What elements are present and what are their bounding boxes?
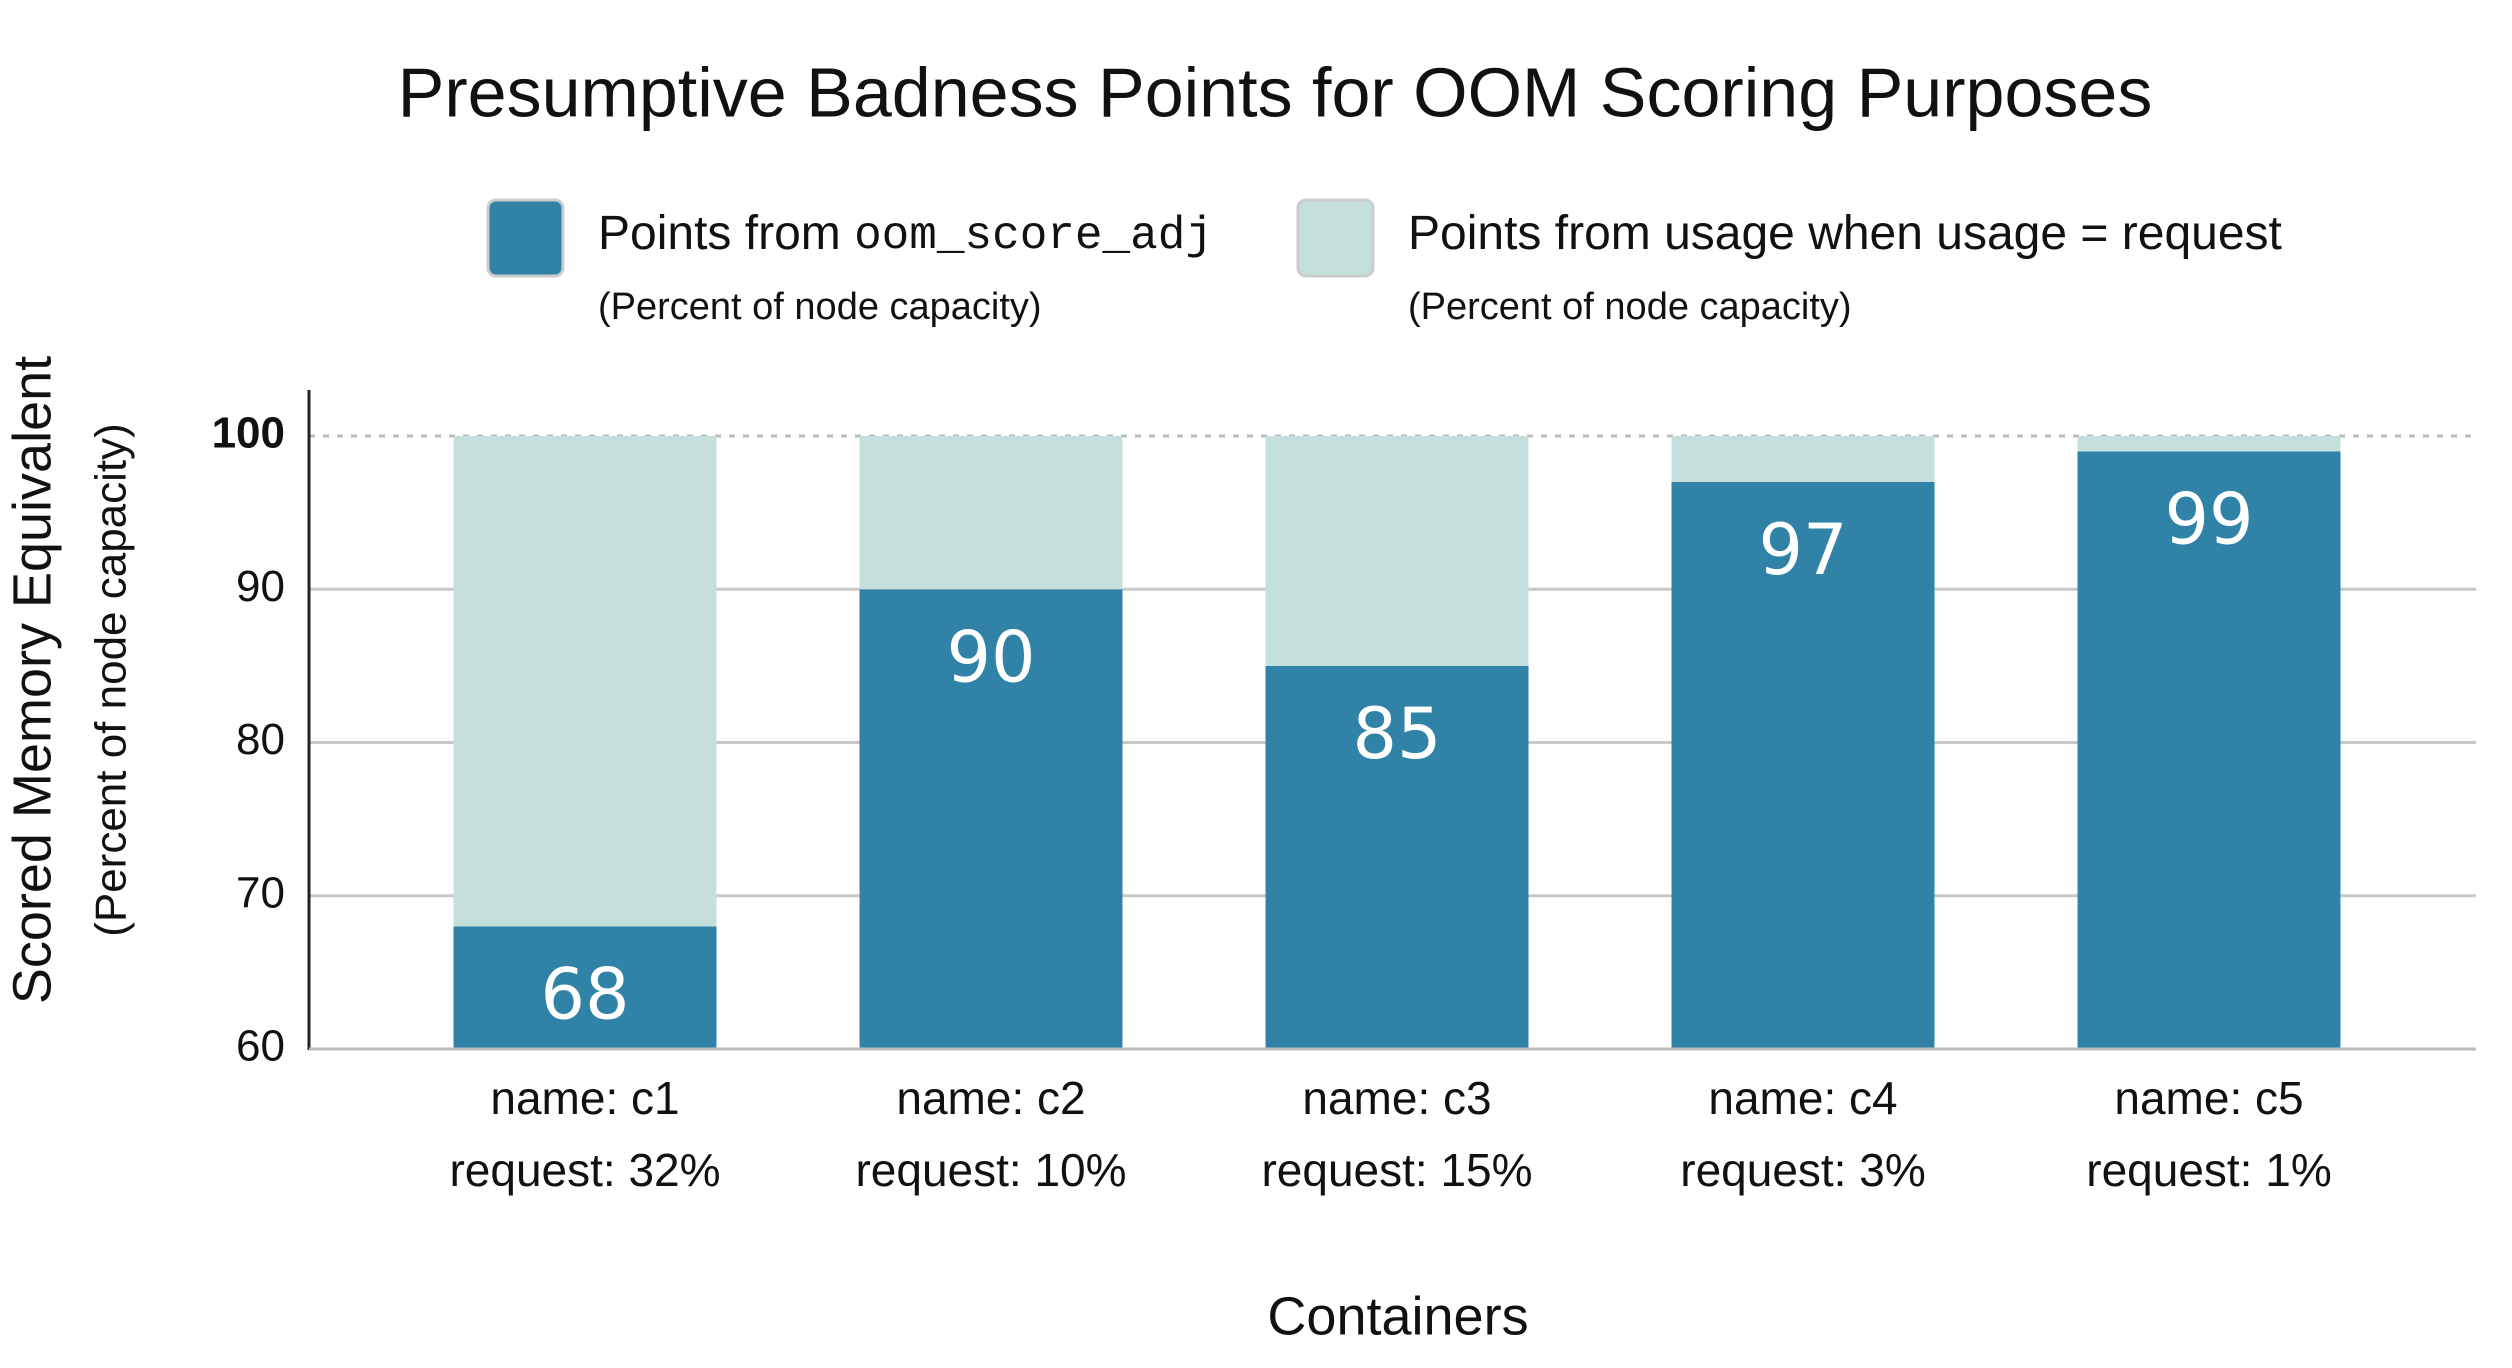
value-label: 90 xyxy=(946,616,1035,698)
y-axis-label: Scored Memory Equivalent xyxy=(2,356,62,1004)
legend-swatch xyxy=(486,198,565,278)
bar-segment xyxy=(859,435,1123,590)
bar-segment xyxy=(859,589,1123,1049)
x-tick-label: name: c4 xyxy=(1708,1072,1897,1124)
bar-segment xyxy=(1671,481,1935,1049)
x-tick-note: request: 32% xyxy=(449,1144,720,1196)
x-tick-label: name: c1 xyxy=(490,1072,679,1124)
x-tick-label: name: c5 xyxy=(2114,1072,2303,1124)
value-label: 68 xyxy=(540,953,629,1035)
x-axis-label: Containers xyxy=(1267,1286,1528,1346)
legend-text: Points from usage when usage = xyxy=(1408,207,2122,260)
bar-segment xyxy=(453,926,717,1049)
value-label: 99 xyxy=(2164,478,2253,560)
bar-segment xyxy=(1671,435,1935,482)
legend-note: (Percent of node capacity) xyxy=(1408,286,1852,328)
y-tick-label: 70 xyxy=(236,868,285,917)
chart-title: Presumptive Badness Points for OOM Scori… xyxy=(398,53,2153,131)
x-tick-note: request: 1% xyxy=(2086,1144,2331,1196)
bar-segment xyxy=(2077,435,2341,452)
legend-swatch xyxy=(1296,198,1375,278)
x-tick-label: name: c2 xyxy=(896,1072,1085,1124)
bar-segment xyxy=(1265,665,1529,1049)
y-tick-label: 100 xyxy=(212,409,285,458)
legend-text: Points from xyxy=(598,207,854,260)
value-label: 97 xyxy=(1758,509,1847,591)
y-tick-label: 90 xyxy=(236,562,285,611)
y-tick-label: 80 xyxy=(236,715,285,764)
bar-segment xyxy=(2077,451,2341,1049)
y-axis-note: (Percent of node capacity) xyxy=(87,423,136,937)
value-label: 85 xyxy=(1352,693,1441,775)
legend-note: (Percent of node capacity) xyxy=(598,286,1042,328)
legend-label: Points from usage when usage = request xyxy=(1408,207,2282,260)
x-tick-note: request: 15% xyxy=(1261,1144,1532,1196)
legend-label: Points from oom_score_adj xyxy=(598,207,1213,262)
bar-segment xyxy=(1265,435,1529,666)
y-tick-label: 60 xyxy=(236,1022,285,1071)
bar-segment xyxy=(453,435,717,927)
legend-text: oom_score_adj xyxy=(854,210,1213,262)
legend-text: request xyxy=(2122,207,2282,260)
x-tick-label: name: c3 xyxy=(1302,1072,1491,1124)
x-tick-note: request: 10% xyxy=(855,1144,1126,1196)
x-tick-note: request: 3% xyxy=(1680,1144,1925,1196)
